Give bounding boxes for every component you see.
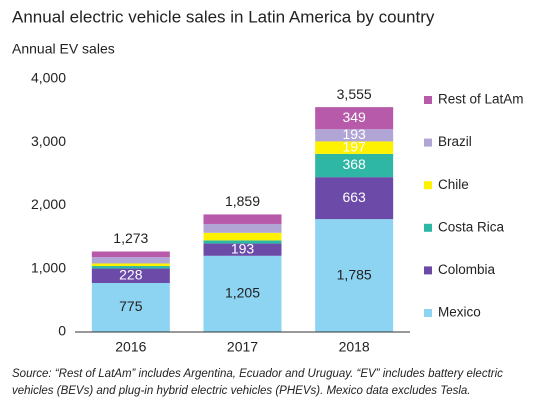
y-tick-label: 0 (58, 323, 66, 339)
y-tick-label: 2,000 (31, 196, 66, 212)
bar-segment (315, 153, 394, 178)
chart-title: Annual electric vehicle sales in Latin A… (12, 7, 435, 26)
bar-segment (91, 282, 170, 332)
bar-segment (91, 257, 170, 264)
legend-swatch (424, 266, 432, 275)
legend-label: Brazil (438, 134, 472, 149)
bar-segment (91, 263, 170, 267)
legend-label: Rest of LatAm (438, 92, 524, 107)
bar-segment (203, 223, 282, 233)
y-axis-label: Annual EV sales (12, 41, 115, 57)
x-tick-label: 2018 (339, 339, 370, 355)
data-label: 197 (342, 138, 366, 154)
data-label: 775 (119, 298, 143, 314)
data-label: 1,205 (225, 285, 260, 301)
legend-label: Costa Rica (438, 219, 505, 234)
y-tick-label: 3,000 (31, 133, 66, 149)
total-label: 1,859 (225, 193, 260, 209)
total-label: 3,555 (337, 86, 372, 102)
data-label: 349 (342, 109, 366, 125)
bar-segment (203, 214, 282, 224)
legend-swatch (424, 96, 432, 104)
bar-segment (203, 240, 282, 244)
bar-segment (315, 107, 394, 130)
bar-segment (315, 141, 394, 154)
y-tick-label: 1,000 (31, 259, 66, 275)
legend-label: Mexico (438, 305, 481, 320)
bar-segment (203, 243, 282, 256)
data-label: 228 (119, 266, 143, 282)
data-label: 193 (231, 240, 255, 256)
legend-swatch (424, 138, 432, 147)
y-tick-label: 4,000 (31, 70, 66, 86)
data-label: 663 (342, 189, 366, 205)
data-label: 1,785 (337, 266, 372, 282)
legend-label: Colombia (438, 262, 496, 277)
bar-segment (203, 255, 282, 332)
bar-segment (91, 266, 170, 269)
bar-segment (315, 129, 394, 142)
chart: Annual electric vehicle sales in Latin A… (12, 7, 524, 355)
x-tick-label: 2016 (115, 339, 146, 355)
bar-segment (203, 232, 282, 241)
data-label: 193 (342, 126, 366, 142)
bar-segment (91, 268, 170, 283)
data-label: 368 (342, 156, 366, 172)
total-label: 1,273 (113, 230, 148, 246)
legend-label: Chile (438, 177, 469, 192)
bar-segment (315, 219, 394, 332)
bar-segment (91, 251, 170, 258)
legend-swatch (424, 181, 432, 190)
x-tick-label: 2017 (227, 339, 258, 355)
legend-swatch (424, 223, 432, 232)
source-note: Source: “Rest of LatAm” includes Argenti… (12, 368, 503, 397)
legend-swatch (424, 309, 432, 317)
bar-segment (315, 177, 394, 220)
